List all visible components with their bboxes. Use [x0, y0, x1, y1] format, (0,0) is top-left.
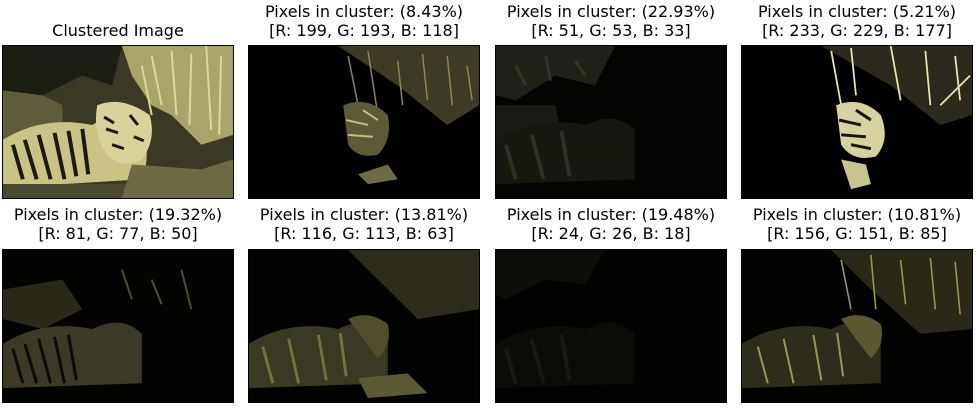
cluster-1-mask-svg [249, 46, 479, 198]
cluster-4-mask-svg [3, 250, 233, 402]
panel-title: Pixels in cluster: (22.93%) [R: 51, G: 5… [475, 2, 747, 40]
cluster-3-mask-svg [742, 46, 972, 198]
panel-title: Pixels in cluster: (13.81%) [R: 116, G: … [228, 205, 500, 243]
title-line-1: Pixels in cluster: (13.81%) [259, 205, 469, 224]
title-line-1: Pixels in cluster: (22.93%) [506, 2, 716, 21]
title-line-1: Pixels in cluster: (19.32%) [13, 205, 223, 224]
title-line-2: [R: 81, G: 77, B: 50] [38, 224, 198, 243]
panel-title: Pixels in cluster: (5.21%) [R: 233, G: 2… [721, 2, 976, 40]
title-line-1: Pixels in cluster: (5.21%) [757, 2, 957, 21]
title-line-1: Clustered Image [52, 21, 184, 40]
panel-title: Clustered Image [0, 21, 254, 40]
cluster-2-mask-svg [496, 46, 726, 198]
panel-title: Pixels in cluster: (10.81%) [R: 156, G: … [721, 205, 976, 243]
panel-title: Pixels in cluster: (8.43%) [R: 199, G: 1… [228, 2, 500, 40]
cluster-6-mask-svg [496, 250, 726, 402]
clustered-tiger-image [2, 45, 234, 199]
cluster-1-mask-image [248, 45, 480, 199]
cluster-5-mask-image [248, 249, 480, 403]
cluster-2-mask-image [495, 45, 727, 199]
title-line-1: Pixels in cluster: (19.48%) [506, 205, 716, 224]
title-line-2: [R: 24, G: 26, B: 18] [531, 224, 691, 243]
clustered-tiger-svg [3, 46, 233, 198]
title-line-2: [R: 116, G: 113, B: 63] [274, 224, 454, 243]
cluster-3-mask-image [741, 45, 973, 199]
panel-title: Pixels in cluster: (19.32%) [R: 81, G: 7… [0, 205, 254, 243]
title-line-1: Pixels in cluster: (10.81%) [752, 205, 962, 224]
title-line-2: [R: 51, G: 53, B: 33] [531, 21, 691, 40]
title-line-2: [R: 199, G: 193, B: 118] [269, 21, 459, 40]
cluster-5-mask-svg [249, 250, 479, 402]
title-line-2: [R: 233, G: 229, B: 177] [762, 21, 952, 40]
panel-title: Pixels in cluster: (19.48%) [R: 24, G: 2… [475, 205, 747, 243]
cluster-4-mask-image [2, 249, 234, 403]
title-line-1: Pixels in cluster: (8.43%) [264, 2, 464, 21]
cluster-7-mask-svg [742, 250, 972, 402]
cluster-7-mask-image [741, 249, 973, 403]
title-line-2: [R: 156, G: 151, B: 85] [767, 224, 947, 243]
cluster-6-mask-image [495, 249, 727, 403]
